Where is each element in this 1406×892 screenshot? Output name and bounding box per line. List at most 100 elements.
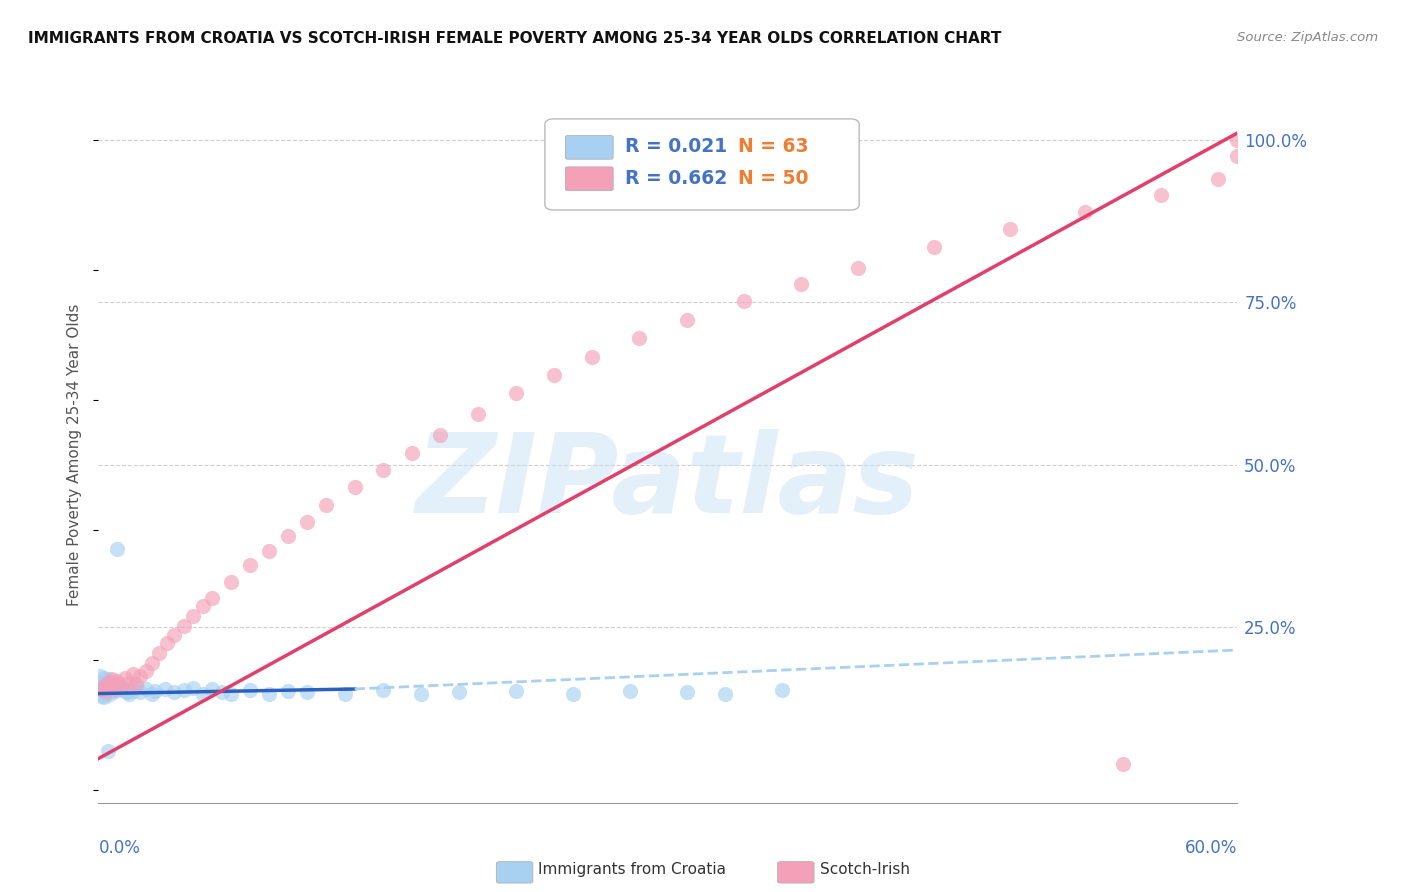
Point — [239, 683, 262, 698]
Point — [115, 685, 138, 699]
Point — [770, 683, 793, 698]
Point — [121, 667, 143, 681]
Point — [118, 687, 141, 701]
Point — [163, 685, 186, 699]
Point — [239, 558, 262, 573]
Point — [94, 673, 117, 688]
Point — [97, 685, 120, 699]
Point — [752, 155, 775, 169]
Point — [676, 313, 699, 327]
Point — [449, 685, 471, 699]
Point — [156, 636, 179, 650]
Point — [297, 515, 319, 529]
Point — [371, 683, 394, 698]
Point — [94, 680, 117, 694]
Point — [371, 463, 394, 477]
Point — [94, 687, 117, 701]
Point — [93, 671, 115, 685]
Text: N = 50: N = 50 — [738, 169, 808, 187]
Point — [505, 386, 527, 401]
Point — [112, 681, 135, 696]
Point — [1150, 187, 1173, 202]
Point — [97, 744, 120, 758]
Point — [145, 684, 167, 698]
Point — [98, 687, 121, 701]
Point — [98, 680, 121, 694]
Point — [107, 673, 129, 688]
Point — [97, 679, 120, 693]
Point — [135, 681, 157, 696]
Point — [998, 222, 1021, 236]
Point — [1074, 205, 1097, 219]
Point — [1226, 149, 1249, 163]
Point — [103, 677, 125, 691]
Point — [315, 498, 337, 512]
Text: 60.0%: 60.0% — [1185, 838, 1237, 856]
Point — [1208, 171, 1230, 186]
Point — [91, 689, 114, 703]
Text: IMMIGRANTS FROM CROATIA VS SCOTCH-IRISH FEMALE POVERTY AMONG 25-34 YEAR OLDS COR: IMMIGRANTS FROM CROATIA VS SCOTCH-IRISH … — [28, 31, 1001, 46]
Point — [543, 368, 565, 382]
Point — [343, 480, 366, 494]
Text: Immigrants from Croatia: Immigrants from Croatia — [538, 863, 727, 877]
Point — [110, 680, 132, 694]
Point — [108, 679, 131, 693]
Point — [714, 687, 737, 701]
Point — [191, 599, 214, 614]
Point — [118, 675, 141, 690]
Point — [103, 683, 125, 698]
Point — [173, 619, 195, 633]
Point — [93, 677, 115, 691]
Point — [141, 687, 163, 701]
Point — [125, 677, 148, 691]
Point — [173, 683, 195, 698]
Point — [104, 681, 127, 696]
Point — [628, 331, 651, 345]
Point — [110, 679, 132, 693]
Text: Scotch-Irish: Scotch-Irish — [820, 863, 910, 877]
Point — [733, 293, 755, 308]
Point — [125, 680, 148, 694]
Point — [114, 684, 136, 698]
Point — [98, 680, 121, 694]
Point — [103, 677, 125, 691]
Point — [107, 675, 129, 690]
Point — [1226, 132, 1249, 146]
FancyBboxPatch shape — [565, 136, 613, 159]
Point — [100, 672, 122, 686]
Point — [114, 671, 136, 685]
Text: Source: ZipAtlas.com: Source: ZipAtlas.com — [1237, 31, 1378, 45]
Point — [259, 687, 281, 701]
Point — [277, 684, 299, 698]
Point — [141, 656, 163, 670]
FancyBboxPatch shape — [565, 167, 613, 191]
Point — [97, 672, 120, 686]
Point — [581, 351, 603, 365]
Point — [790, 277, 813, 291]
Point — [104, 684, 127, 698]
Point — [93, 690, 115, 705]
Point — [107, 681, 129, 696]
Point — [93, 679, 115, 693]
Point — [100, 681, 122, 696]
Point — [163, 628, 186, 642]
Point — [100, 675, 122, 690]
Point — [1112, 756, 1135, 771]
Text: R = 0.021: R = 0.021 — [624, 137, 727, 156]
Point — [94, 684, 117, 698]
Point — [93, 684, 115, 698]
Point — [221, 574, 243, 589]
Point — [411, 687, 433, 701]
Point — [89, 669, 111, 683]
Point — [676, 685, 699, 699]
Point — [429, 428, 451, 442]
Point — [98, 673, 121, 688]
Point — [153, 681, 176, 696]
Point — [297, 685, 319, 699]
Point — [97, 675, 120, 690]
Point — [89, 675, 111, 690]
Point — [135, 665, 157, 679]
Point — [221, 687, 243, 701]
Point — [259, 543, 281, 558]
Point — [129, 685, 152, 699]
